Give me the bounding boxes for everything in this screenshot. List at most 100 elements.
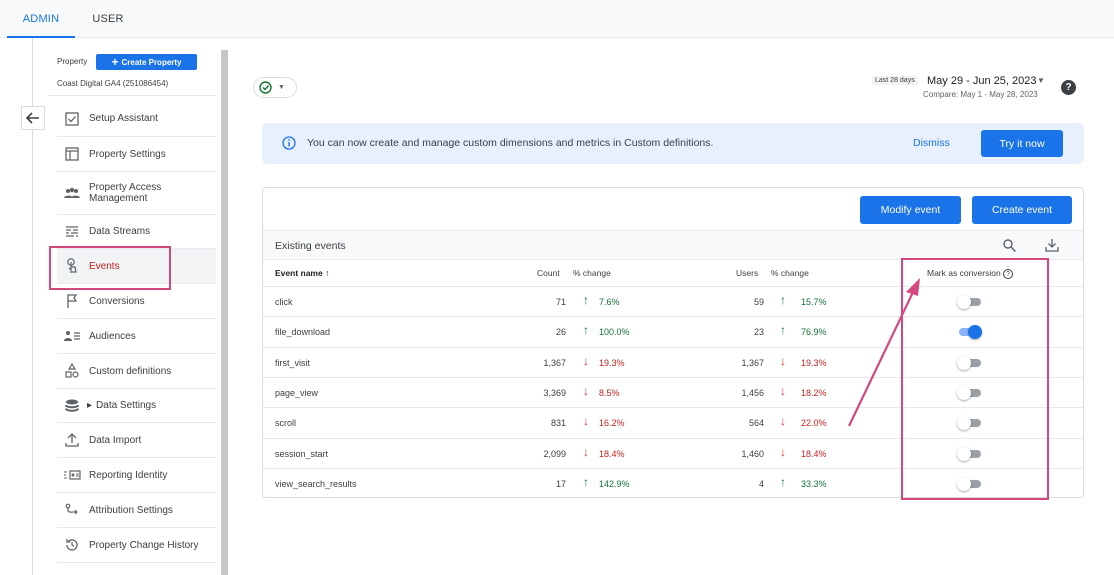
- conversion-toggle[interactable]: [957, 446, 981, 461]
- sidebar-item-data-settings[interactable]: ▸ Data Settings: [57, 389, 216, 423]
- sidebar-item-label: Data Import: [89, 434, 142, 446]
- left-divider: [32, 38, 33, 575]
- conversion-highlight-box: [901, 258, 1049, 500]
- try-it-now-button[interactable]: Try it now: [981, 130, 1063, 157]
- column-header-event-name[interactable]: Event name ↑: [275, 268, 329, 278]
- sidebar-item-property-access[interactable]: Property Access Management: [57, 172, 216, 215]
- conversion-toggle[interactable]: [957, 385, 981, 400]
- sidebar-item-data-streams[interactable]: Data Streams: [57, 215, 216, 249]
- table-row: click 71 ↑ 7.6% 59 ↑ 15.7%: [263, 286, 1083, 316]
- search-icon[interactable]: [1003, 239, 1016, 252]
- sidebar-divider: [48, 95, 216, 96]
- property-name: Coast Digital GA4 (251086454): [57, 79, 169, 88]
- trend-down-icon: ↓: [583, 444, 589, 459]
- sidebar-item-property-settings[interactable]: Property Settings: [57, 137, 216, 172]
- modify-event-button[interactable]: Modify event: [860, 196, 961, 224]
- column-header-label: Event name: [275, 268, 323, 278]
- trend-down-icon: ↓: [780, 444, 786, 459]
- date-range-tag: Last 28 days: [872, 76, 918, 85]
- sidebar-item-label: Events: [89, 260, 120, 272]
- column-header-conversion: Mark as conversion ?: [927, 268, 1014, 279]
- conversion-toggle[interactable]: [957, 355, 981, 370]
- sidebar-item-attribution-settings[interactable]: Attribution Settings: [57, 493, 216, 528]
- event-count: 17: [555, 478, 566, 489]
- sidebar-item-conversions[interactable]: Conversions: [57, 284, 216, 319]
- trend-up-icon: ↑: [583, 474, 589, 489]
- sidebar-item-events[interactable]: Events: [57, 249, 216, 284]
- sidebar-scrollbar[interactable]: [221, 50, 228, 575]
- dismiss-button[interactable]: Dismiss: [913, 137, 950, 149]
- chevron-down-icon[interactable]: ▼: [1037, 76, 1045, 85]
- info-icon: [282, 136, 296, 150]
- conversion-toggle[interactable]: [957, 416, 981, 431]
- event-name[interactable]: click: [275, 297, 293, 307]
- column-header-users-change[interactable]: % change: [771, 268, 809, 278]
- existing-events-title: Existing events: [275, 240, 346, 252]
- date-range-picker[interactable]: May 29 - Jun 25, 2023: [927, 75, 1037, 87]
- sidebar-item-audiences[interactable]: Audiences: [57, 319, 216, 354]
- check-circle-icon: [259, 81, 272, 94]
- event-name[interactable]: view_search_results: [275, 478, 357, 489]
- trend-down-icon: ↓: [583, 414, 589, 429]
- column-header-count-change[interactable]: % change: [573, 268, 611, 278]
- event-count: 2,099: [543, 448, 566, 459]
- sidebar-item-label: Conversions: [89, 295, 145, 307]
- conversion-toggle[interactable]: [957, 295, 981, 309]
- conversion-toggle[interactable]: [957, 476, 981, 491]
- sidebar-item-label: Setup Assistant: [89, 113, 158, 124]
- create-property-label: Create Property: [121, 57, 182, 67]
- event-name[interactable]: first_visit: [275, 357, 311, 368]
- event-users: 1,460: [741, 448, 764, 459]
- chevron-right-icon[interactable]: ▸: [87, 400, 93, 411]
- event-name[interactable]: session_start: [275, 448, 329, 459]
- arrow-left-icon: [26, 112, 39, 124]
- column-header-label: Mark as conversion: [927, 268, 1001, 278]
- download-icon[interactable]: [1045, 238, 1059, 252]
- sidebar-item-data-import[interactable]: Data Import: [57, 423, 216, 458]
- create-event-button[interactable]: Create event: [972, 196, 1072, 224]
- column-header-users[interactable]: Users: [736, 268, 759, 278]
- compare-range: Compare: May 1 - May 28, 2023: [923, 90, 1038, 99]
- count-change: 8.5%: [599, 387, 620, 398]
- count-change: 19.3%: [599, 357, 625, 368]
- table-row: file_download 26 ↑ 100.0% 23 ↑ 76.9%: [263, 316, 1083, 346]
- flag-icon: [63, 292, 81, 310]
- column-header-count[interactable]: Count: [537, 268, 560, 278]
- plus-icon: +: [111, 55, 119, 69]
- chevron-down-icon: ▼: [278, 84, 285, 91]
- count-change: 100.0%: [599, 327, 630, 338]
- event-users: 1,367: [741, 357, 764, 368]
- trend-down-icon: ↓: [583, 353, 589, 368]
- status-dropdown[interactable]: ▼: [253, 77, 297, 98]
- table-row: page_view 3,369 ↓ 8.5% 1,456 ↓ 18.2%: [263, 376, 1083, 407]
- sidebar-item-custom-definitions[interactable]: Custom definitions: [57, 354, 216, 389]
- sidebar-item-label: Property Change History: [89, 539, 199, 551]
- help-circle-icon[interactable]: ?: [1003, 269, 1014, 279]
- tab-admin[interactable]: ADMIN: [7, 0, 75, 38]
- checkbox-icon: [63, 110, 81, 128]
- conversion-toggle[interactable]: [957, 325, 982, 340]
- sidebar-item-reporting-identity[interactable]: Reporting Identity: [57, 458, 216, 493]
- browser-window-icon: [63, 145, 81, 163]
- count-change: 142.9%: [599, 478, 630, 489]
- property-label: Property: [57, 57, 88, 66]
- tab-user[interactable]: USER: [92, 13, 124, 25]
- sidebar-item-setup-assistant[interactable]: Setup Assistant: [57, 101, 216, 137]
- event-name[interactable]: file_download: [275, 327, 331, 338]
- create-property-button[interactable]: + Create Property: [96, 54, 197, 70]
- sidebar-item-property-change-history[interactable]: Property Change History: [57, 528, 216, 563]
- help-icon[interactable]: ?: [1061, 80, 1076, 95]
- trend-up-icon: ↑: [780, 293, 786, 307]
- event-name[interactable]: scroll: [275, 418, 297, 429]
- users-change: 18.2%: [801, 387, 827, 398]
- back-button[interactable]: [21, 106, 45, 130]
- sidebar-item-label: Audiences: [89, 330, 136, 342]
- identity-icon: [63, 466, 81, 484]
- event-count: 1,367: [543, 357, 566, 368]
- event-count: 71: [555, 297, 566, 307]
- table-row: session_start 2,099 ↓ 18.4% 1,460 ↓ 18.4%: [263, 437, 1083, 468]
- count-change: 18.4%: [599, 448, 625, 459]
- event-users: 59: [753, 297, 764, 307]
- event-name[interactable]: page_view: [275, 387, 319, 398]
